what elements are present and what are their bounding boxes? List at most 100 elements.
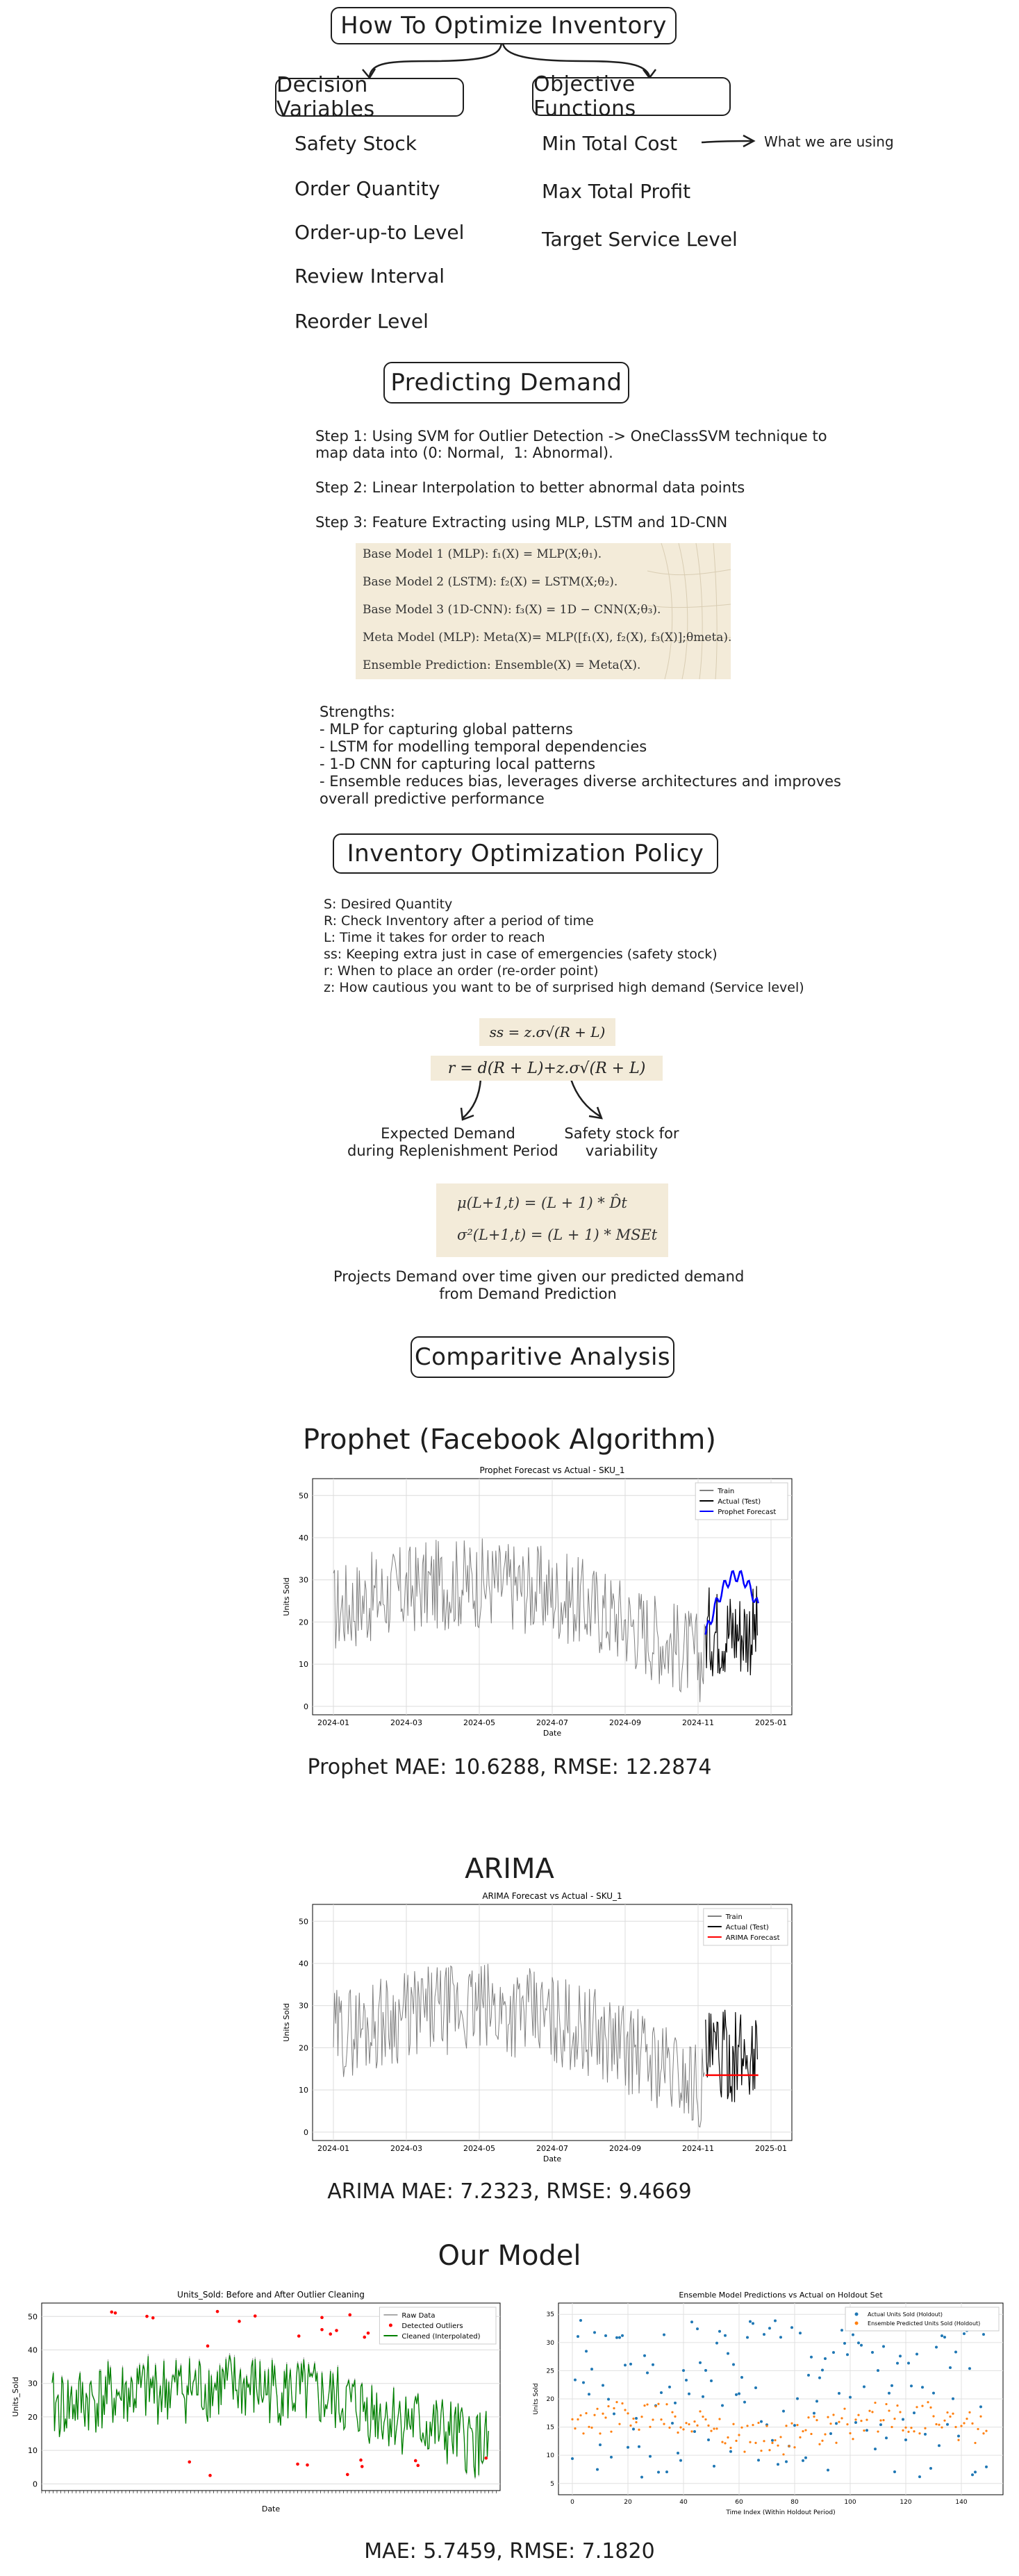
predicted-point [674,2415,677,2418]
of-item-min-cost: Min Total Cost [542,132,678,155]
predicted-point [818,2443,821,2445]
legend-label: Prophet Forecast [718,1509,776,1516]
actual-point [682,2369,685,2373]
predicted-point [929,2406,932,2409]
comparative-box: Comparitive Analysis [411,1336,674,1378]
predicted-point [577,2418,579,2421]
x-tick-label: 2024-11 [682,1718,714,1727]
mu-equation: μ(L+1,t) = (L + 1) * D̂t [457,1195,627,1211]
actual-point [838,2392,840,2395]
predicted-point [852,2438,854,2441]
actual-point [679,2459,682,2462]
actual-point [916,2352,918,2356]
predicted-point [863,2429,865,2432]
legend-label: Raw Data [401,2312,435,2320]
actual-point [710,2379,713,2382]
predicted-point [682,2428,685,2431]
predicted-point [910,2426,913,2429]
actual-point [618,2336,621,2339]
outlier-marker [329,2332,333,2336]
objective-functions-box: Objective Functions [532,72,731,121]
outlier-marker [145,2314,149,2318]
actual-point [804,2456,807,2459]
predicted-point [752,2423,754,2427]
predicted-point [768,2449,771,2452]
predicted-point [777,2444,779,2447]
outlier-marker [113,2311,117,2315]
predicted-point [843,2407,846,2410]
cleaned-data-line [51,2355,489,2478]
predicted-point [832,2413,835,2416]
outlier-marker [360,2465,364,2468]
actual-point [827,2468,829,2472]
outlier-marker [413,2459,417,2463]
predicted-point [963,2422,966,2425]
y-tick-label: 40 [299,1534,308,1543]
predicted-point [899,2411,902,2413]
predicted-point [960,2425,963,2427]
legend-box [845,2307,1000,2332]
actual-point [941,2334,943,2338]
y-tick-label: 10 [299,2086,308,2095]
model-line-mlp: Base Model 1 (MLP): f₁(X) = MLP(X;θ₁). [363,547,602,561]
predicted-point [868,2409,871,2412]
predicted-point [688,2423,690,2426]
legend-label: Actual Units Sold (Holdout) [868,2311,943,2318]
predicted-point [743,2450,746,2453]
predicted-point [643,2404,646,2407]
predicted-point [724,2442,727,2445]
predicted-point [788,2445,790,2448]
y-tick-label: 30 [299,1576,308,1585]
predicted-point [924,2427,927,2429]
predicted-point [838,2420,840,2423]
actual-point [924,2432,927,2436]
actual-point [896,2361,899,2365]
outlier-marker [345,2473,349,2477]
outlier-marker [416,2463,420,2468]
predicted-point [860,2420,863,2423]
def-S: S: Desired Quantity [324,897,453,912]
actual-point [935,2345,938,2349]
predicted-point [813,2415,815,2418]
predicted-point [874,2401,877,2404]
predicted-point [824,2433,827,2436]
actual-point [668,2385,671,2388]
x-tick-label: 2024-05 [463,2144,495,2153]
projects-demand-text: Projects Demand over time given our pred… [333,1268,745,1302]
y-tick-label: 20 [299,1618,308,1627]
outlier-marker [215,2309,219,2313]
y-tick-label: 30 [28,2379,38,2388]
actual-point [615,2336,618,2339]
predicted-point [579,2414,582,2417]
legend-label: Cleaned (Interpolated) [401,2333,480,2341]
x-tick-label: 2024-03 [390,2144,422,2153]
x-tick-label: 20 [624,2499,632,2506]
actual-point [921,2386,924,2389]
predicted-point [660,2418,663,2421]
predicted-point [718,2418,721,2420]
forecast-series-line [704,1570,759,1635]
actual-point [946,2423,949,2426]
projection-equations: μ(L+1,t) = (L + 1) * D̂t σ²(L+1,t) = (L … [436,1183,668,1257]
legend-marker [854,2312,859,2316]
predicted-point [793,2446,796,2449]
actual-point [663,2333,665,2336]
x-axis-label: Date [543,1729,562,1738]
x-tick-label: 2024-09 [609,2144,641,2153]
actual-point [813,2411,815,2415]
predicted-point [649,2425,652,2428]
strength-lstm: - LSTM for modelling temporal dependenci… [320,738,647,755]
predicted-point [588,2425,590,2428]
model-line-lstm: Base Model 2 (LSTM): f₂(X) = LSTM(X;θ₂). [363,575,618,589]
x-tick-label: 2024-01 [317,1718,349,1727]
predicted-point [615,2401,618,2404]
predicted-point [846,2423,849,2426]
actual-point [852,2333,854,2336]
outlier-marker [348,2313,352,2317]
dv-item-reorder-level: Reorder Level [295,310,429,333]
predicted-point [668,2426,671,2429]
predicted-point [927,2401,929,2404]
actual-point [743,2400,746,2404]
outlier-cleaning-chart: Units_Sold: Before and After Outlier Cle… [11,2290,501,2513]
model-line-meta: Meta Model (MLP): Meta(X)= MLP([f₁(X), f… [363,631,732,645]
